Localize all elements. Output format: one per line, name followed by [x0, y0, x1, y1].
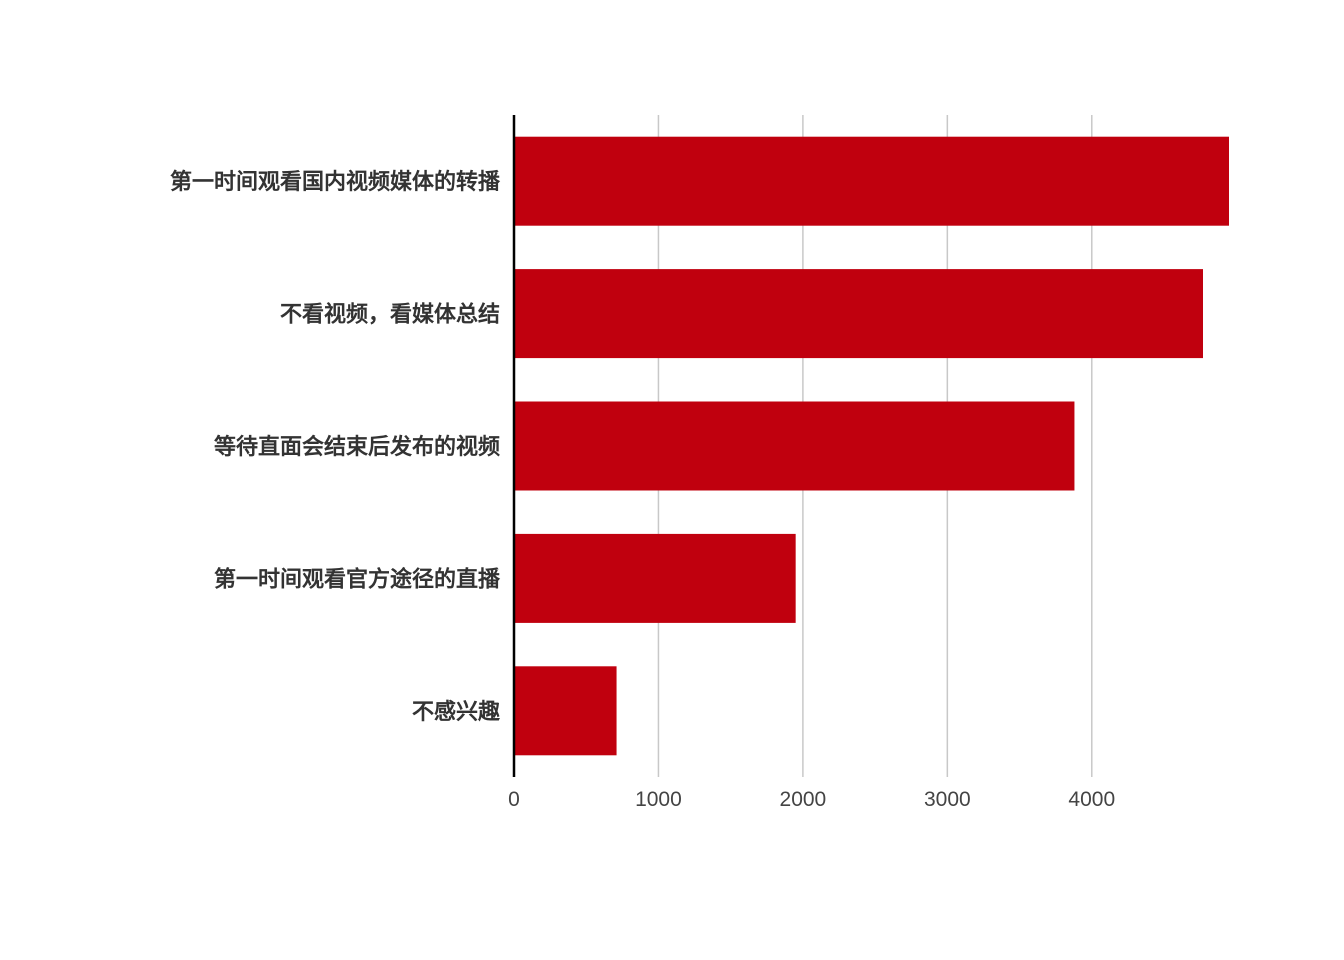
- bar: [514, 136, 1229, 226]
- bar: [514, 533, 796, 623]
- category-label: 第一时间观看官方途径的直播: [214, 566, 501, 592]
- x-tick-label: 2000: [780, 788, 827, 811]
- x-tick-label: 1000: [635, 788, 682, 811]
- bar: [514, 269, 1203, 359]
- x-tick-label: 4000: [1068, 788, 1115, 811]
- bar: [514, 666, 617, 756]
- category-label: 不看视频，看媒体总结: [280, 302, 500, 328]
- bar: [514, 401, 1075, 491]
- category-label: 第一时间观看国内视频媒体的转播: [170, 169, 501, 195]
- x-tick-label: 3000: [924, 788, 971, 811]
- category-label: 等待直面会结束后发布的视频: [214, 434, 500, 460]
- label-layer: 0 1000 2000 3000 4000 第一时间观看国内视频媒体的转播不看视频，看媒体…: [170, 169, 1115, 811]
- x-tick-label: 0: [508, 788, 520, 811]
- category-label: 不感兴趣: [412, 699, 500, 725]
- bar-layer: [514, 136, 1229, 756]
